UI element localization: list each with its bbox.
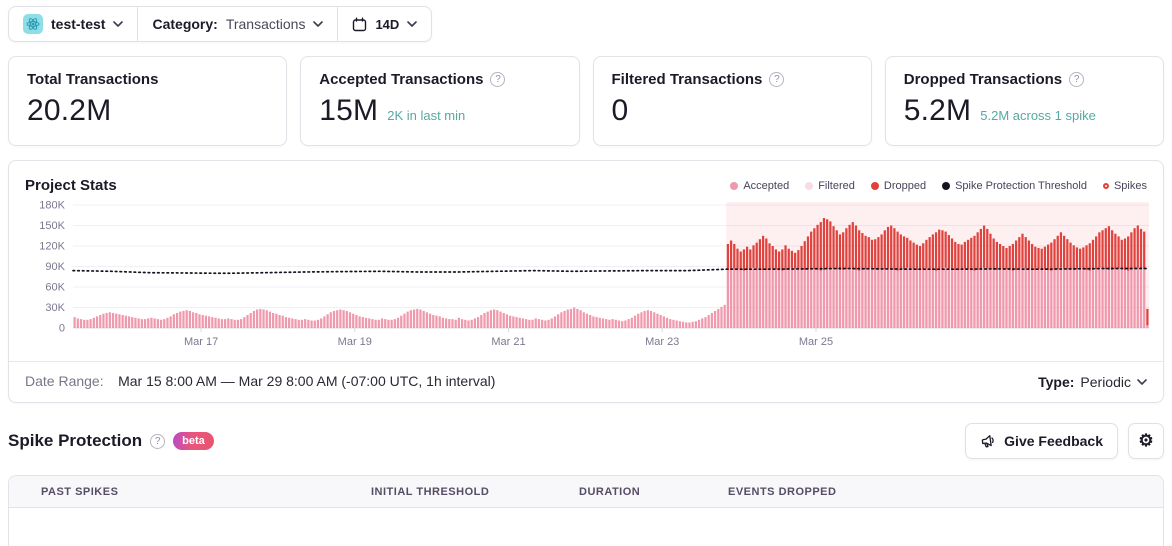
- column-header-duration: DURATION: [579, 485, 641, 498]
- chart-legend: Accepted Filtered Dropped Spike Protection …: [730, 180, 1147, 192]
- chart-footer: Date Range: Mar 15 8:00 AM — Mar 29 8:00…: [9, 361, 1163, 402]
- svg-text:150K: 150K: [39, 220, 65, 232]
- stacked-bar-chart: 0 30K 60K 90K 120K 150K 180K Mar 17 Mar 19 Mar 21…: [39, 200, 1150, 348]
- help-icon[interactable]: ?: [1069, 72, 1085, 87]
- stat-card-accepted: Accepted Transactions ? 15M 2K in last m…: [300, 56, 580, 146]
- column-header-past-spikes: PAST SPIKES: [41, 485, 119, 498]
- spike-ring-icon: [1102, 182, 1109, 189]
- past-spikes-table: PAST SPIKES INITIAL THRESHOLD DURATION E…: [8, 475, 1164, 546]
- chevron-down-icon: [407, 21, 418, 27]
- legend-item-dropped[interactable]: Dropped: [870, 179, 927, 192]
- megaphone-icon: [980, 433, 996, 449]
- stat-card-title: Dropped Transactions: [903, 71, 1063, 88]
- date-range-selector[interactable]: 14D: [337, 7, 431, 41]
- table-row[interactable]: [9, 508, 1163, 546]
- give-feedback-label: Give Feedback: [1004, 433, 1103, 449]
- help-icon[interactable]: ?: [150, 433, 166, 449]
- type-label: Type:: [1038, 374, 1075, 390]
- legend-item-filtered[interactable]: Filtered: [805, 180, 855, 192]
- legend-label: Accepted: [743, 179, 790, 192]
- stat-card-value: 20.2M: [27, 94, 112, 127]
- table-header-row: PAST SPIKES INITIAL THRESHOLD DURATION E…: [9, 476, 1163, 508]
- spike-protection-section-header: Spike Protection ? beta Give Feedback ⚙: [8, 423, 1164, 459]
- stat-card-title: Filtered Transactions: [611, 71, 763, 88]
- stat-card-title: Accepted Transactions: [319, 71, 484, 88]
- spike-protection-title: Spike Protection: [8, 431, 143, 450]
- legend-label: Spike Protection Threshold: [955, 179, 1087, 192]
- legend-item-spike-protection-threshold[interactable]: Spike Protection Threshold: [942, 180, 1087, 192]
- stat-cards-row: Total Transactions 20.2M Accepted Transa…: [8, 56, 1164, 146]
- give-feedback-button[interactable]: Give Feedback: [965, 423, 1118, 459]
- svg-text:Mar 17: Mar 17: [184, 336, 218, 348]
- svg-text:60K: 60K: [45, 282, 65, 294]
- type-selector[interactable]: Type: Periodic: [1038, 374, 1147, 390]
- project-name: test-test: [51, 16, 106, 32]
- stat-card-value: 15M: [319, 94, 379, 127]
- svg-text:Mar 21: Mar 21: [491, 336, 525, 348]
- svg-text:Mar 25: Mar 25: [799, 336, 833, 348]
- category-label: Category:: [152, 16, 218, 32]
- column-header-events-dropped: EVENTS DROPPED: [728, 485, 837, 498]
- help-icon[interactable]: ?: [490, 72, 506, 87]
- settings-button[interactable]: ⚙: [1128, 423, 1164, 459]
- chart-title: Project Stats: [25, 177, 117, 194]
- calendar-icon: [352, 17, 367, 32]
- stat-card-subvalue: 2K in last min: [387, 108, 466, 123]
- category-selector[interactable]: Category: Transactions: [137, 7, 337, 41]
- legend-dot-icon: [805, 181, 814, 190]
- svg-text:30K: 30K: [45, 302, 65, 314]
- react-platform-icon: [23, 14, 43, 34]
- svg-text:0: 0: [59, 323, 65, 335]
- stat-card-title: Total Transactions: [27, 71, 159, 88]
- svg-text:180K: 180K: [39, 200, 65, 212]
- chevron-down-icon: [1137, 379, 1147, 385]
- legend-dot-icon: [730, 181, 739, 190]
- stat-card-total: Total Transactions 20.2M: [8, 56, 288, 146]
- svg-text:Mar 23: Mar 23: [645, 336, 679, 348]
- stat-card-dropped: Dropped Transactions ? 5.2M 5.2M across …: [884, 56, 1164, 146]
- legend-item-spikes[interactable]: Spikes: [1102, 179, 1147, 192]
- date-range-label: Date Range:: [25, 373, 104, 389]
- stat-card-value: 5.2M: [903, 94, 972, 127]
- legend-label: Spikes: [1113, 179, 1147, 192]
- category-value: Transactions: [225, 16, 306, 32]
- project-stats-panel: Project Stats Accepted Filtered Dropped Spi…: [8, 160, 1164, 403]
- legend-dot-icon: [870, 181, 879, 190]
- date-range-value: 14D: [375, 16, 400, 32]
- svg-text:90K: 90K: [45, 261, 65, 273]
- project-selector[interactable]: test-test: [9, 7, 137, 41]
- stat-card-value: 0: [611, 94, 629, 127]
- legend-dot-icon: [942, 181, 951, 190]
- stat-card-subvalue: 5.2M across 1 spike: [980, 108, 1096, 123]
- type-value: Periodic: [1080, 374, 1131, 390]
- chevron-down-icon: [113, 21, 124, 27]
- legend-item-accepted[interactable]: Accepted: [730, 180, 789, 192]
- chevron-down-icon: [313, 21, 324, 27]
- legend-label: Dropped: [883, 179, 927, 192]
- project-stats-chart: 0 30K 60K 90K 120K 150K 180K Mar 17 Mar 19 Mar 21…: [9, 198, 1163, 355]
- filter-toolbar: test-test Category: Transactions 14D: [8, 6, 433, 42]
- column-header-initial-threshold: INITIAL THRESHOLD: [371, 485, 490, 498]
- svg-text:Mar 19: Mar 19: [338, 336, 372, 348]
- legend-label: Filtered: [818, 179, 855, 192]
- help-icon[interactable]: ?: [769, 72, 785, 87]
- svg-text:120K: 120K: [39, 241, 65, 253]
- date-range-text: Mar 15 8:00 AM — Mar 29 8:00 AM (-07:00 …: [118, 373, 496, 389]
- stat-card-filtered: Filtered Transactions ? 0: [592, 56, 872, 146]
- beta-badge: beta: [173, 432, 214, 450]
- gear-icon: ⚙: [1138, 431, 1154, 450]
